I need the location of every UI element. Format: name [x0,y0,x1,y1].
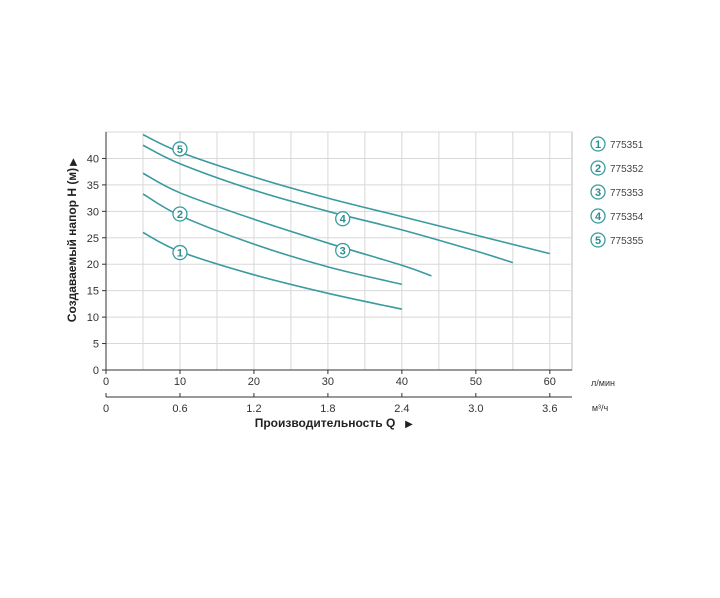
series-marker-number: 5 [177,144,183,156]
series-marker-5: 5 [172,141,188,157]
y-axis-title: Создаваемый напор H (м) [65,168,79,322]
x2-tick-label: 0 [103,403,109,415]
y-tick-label: 15 [87,286,99,298]
grid [105,131,573,371]
y-tick-label: 20 [87,259,99,271]
series-line-775352 [142,193,403,286]
x2-tick-label: 0.6 [172,403,187,415]
legend-marker-number: 4 [595,211,602,223]
y-axis-arrow: ▶ [68,158,79,166]
legend-marker-circle [590,184,606,200]
x-axis-arrow: ▶ [405,419,413,430]
series-marker-circle [172,244,188,261]
legend-item-775354: 4 775354 [590,208,644,224]
legend-label: 775353 [610,188,644,199]
legend-marker-circle [590,208,606,224]
series-marker-3: 3 [335,242,351,259]
series-marker-number: 2 [177,209,183,221]
legend-item-775353: 3 775353 [590,184,644,200]
series-marker-1: 1 [172,244,188,261]
x-axis-unit-secondary: м³/ч [592,403,609,413]
y-tick-label: 40 [87,153,99,165]
y-tick-label: 5 [93,339,99,351]
legend-item-775352: 2 775352 [590,160,644,176]
legend-label: 775352 [610,164,644,175]
legend: 1 775351 2 775352 3 775353 4 775354 5 775355 [590,136,644,248]
legend-marker-circle [590,232,606,248]
x2-tick-label: 3.0 [468,403,483,415]
legend-label: 775351 [610,140,644,151]
series-marker-circle [172,141,188,157]
legend-marker-number: 2 [595,163,601,175]
series-marker-number: 3 [340,245,346,257]
x2-tick-label: 2.4 [394,403,409,415]
x2-tick-label: 1.2 [246,403,261,415]
legend-marker-circle [590,160,606,176]
x-axis-unit-primary: л/мин [591,378,615,388]
x-axis-title: Производительность Q [255,416,396,430]
y-tick-label: 0 [93,365,99,377]
series-marker-circle [335,211,351,227]
series-marker-number: 4 [340,214,347,226]
series-line-775355 [142,133,551,255]
series-marker-4: 4 [335,211,351,227]
x-tick-label: 30 [322,376,334,388]
x-tick-label: 20 [248,376,260,388]
x-tick-label: 60 [544,376,556,388]
x-tick-label: 50 [470,376,482,388]
legend-item-775355: 5 775355 [590,232,644,248]
series-markers: 1 2 3 4 5 [172,141,351,261]
series-line-775353 [142,172,432,277]
legend-marker-number: 1 [595,139,601,151]
y-tick-label: 25 [87,233,99,245]
legend-label: 775355 [610,236,644,247]
series-line-775354 [142,144,514,264]
legend-marker-circle [590,136,606,152]
series-marker-2: 2 [172,206,188,222]
x2-tick-label: 1.8 [320,403,335,415]
x-tick-label: 40 [396,376,408,388]
y-tick-label: 35 [87,180,99,192]
series-line-775351 [142,231,403,310]
y-tick-label: 10 [87,312,99,324]
legend-label: 775354 [610,212,644,223]
x-tick-label: 10 [174,376,186,388]
legend-marker-number: 5 [595,235,601,247]
series-marker-number: 1 [177,248,183,260]
series-marker-circle [335,242,351,259]
series-marker-circle [172,206,188,222]
legend-item-775351: 1 775351 [590,136,644,152]
y-tick-label: 30 [87,206,99,218]
x2-tick-label: 3.6 [542,403,557,415]
legend-marker-number: 3 [595,187,601,199]
x-tick-label: 0 [103,376,109,388]
